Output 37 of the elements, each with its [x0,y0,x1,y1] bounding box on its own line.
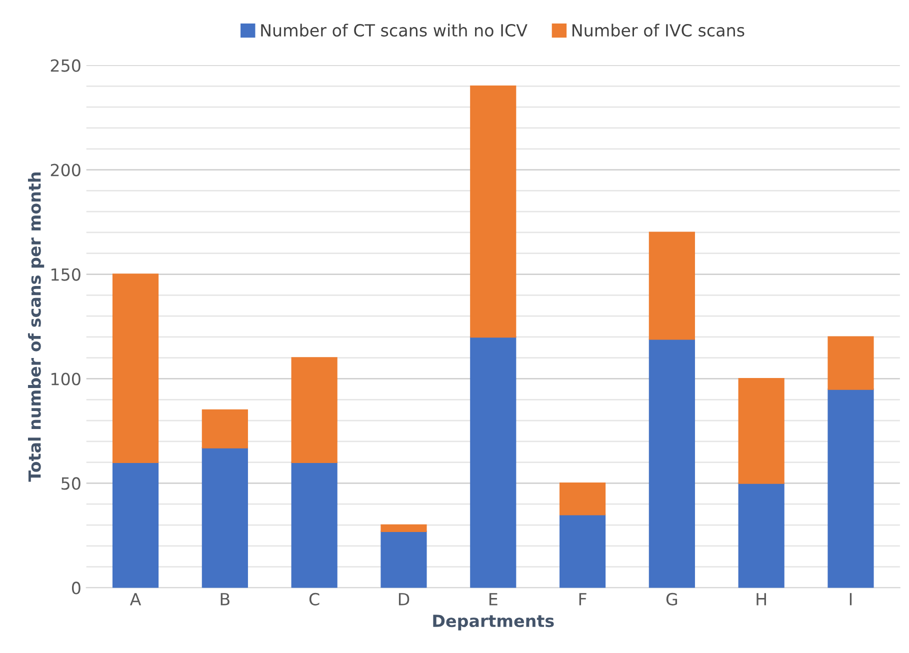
bar [202,409,248,448]
x-axis-title: Departments [433,614,554,630]
bar [738,378,784,484]
bar [648,338,695,588]
bar [291,462,338,588]
x-tick-label: D [398,593,410,606]
x-tick-label: H [756,593,766,606]
x-tick-label: B [220,593,230,606]
bar [202,447,248,588]
bar [380,530,427,588]
y-tick-label: 150 [52,268,80,281]
y-axis-title: Total number of scans per month [28,172,44,482]
y-tick-label: 200 [50,164,80,176]
y-tick-label: 0 [72,582,80,594]
bar [648,232,695,340]
y-tick-label: 100 [52,372,80,386]
x-tick-label: G [666,592,678,606]
x-tick-label: A [130,593,142,606]
bar [112,274,159,464]
y-tick-label: 50 [62,477,80,490]
bar [112,462,159,588]
x-tick-label: F [579,593,586,606]
bar [828,388,874,588]
bar [380,524,427,532]
bar [559,514,606,588]
bar [559,482,606,516]
bar [470,86,516,338]
bar [291,357,338,464]
x-tick-label: E [490,593,498,606]
x-tick-label: I [850,593,852,606]
legend-label: Number of CT scans with no ICV [261,24,528,37]
bar [470,336,516,588]
bar [828,336,874,390]
x-tick-label: C [309,592,320,606]
bar [738,482,784,588]
legend-label: Number of IVC scans [572,24,744,37]
y-tick-label: 250 [50,59,80,72]
